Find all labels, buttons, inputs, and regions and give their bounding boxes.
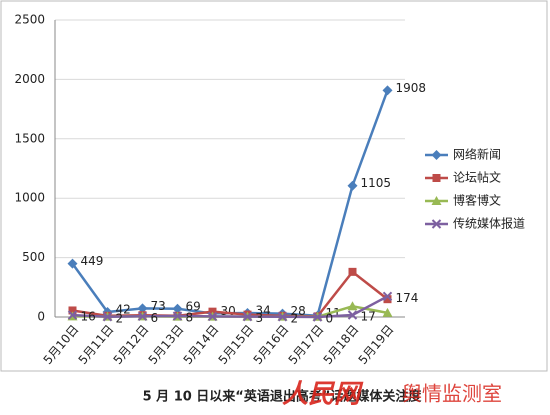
- watermark-logo: 人民网: [282, 380, 364, 410]
- data-label: 16: [81, 310, 96, 324]
- marker: [102, 312, 113, 322]
- data-label: 0: [326, 312, 334, 326]
- legend-label: 传统媒体报道: [453, 216, 525, 231]
- data-label: 3: [256, 311, 264, 325]
- data-label: 449: [81, 254, 104, 268]
- data-label: 1908: [396, 81, 427, 95]
- legend-label: 论坛帖文: [453, 170, 501, 185]
- x-tick-label: 5月16日: [251, 322, 292, 367]
- legend-label: 网络新闻: [453, 147, 501, 162]
- y-tick-label: 1500: [14, 131, 45, 145]
- x-tick-label: 5月13日: [146, 322, 187, 367]
- caption: 5 月 10 日以来“英语退出高考”话题媒体关注度: [143, 389, 423, 405]
- data-label: 8: [186, 311, 194, 325]
- data-label: 174: [396, 291, 419, 305]
- marker: [347, 301, 358, 311]
- series-line: [71, 89, 389, 317]
- chart-frame: [0, 0, 548, 372]
- data-label: 28: [291, 304, 306, 318]
- marker: [347, 310, 358, 320]
- y-tick-label: 2000: [14, 72, 45, 86]
- x-tick-label: 5月18日: [321, 322, 362, 367]
- x-tick-label: 5月14日: [181, 322, 222, 367]
- x-tick-label: 5月10日: [41, 322, 82, 367]
- marker: [431, 196, 442, 205]
- data-label: 6: [151, 311, 159, 325]
- marker: [277, 312, 288, 322]
- marker: [382, 291, 393, 302]
- y-tick-label: 1000: [14, 191, 45, 205]
- y-tick-label: 0: [37, 310, 45, 324]
- marker: [431, 219, 442, 229]
- legend-label: 博客博文: [453, 193, 501, 208]
- marker: [137, 303, 148, 314]
- marker: [348, 267, 357, 276]
- marker: [431, 150, 442, 160]
- watermark-text: 舆情监测室: [402, 382, 502, 406]
- marker: [383, 295, 392, 304]
- marker: [432, 174, 441, 182]
- marker: [207, 311, 218, 322]
- marker: [68, 306, 77, 315]
- marker: [67, 258, 78, 269]
- y-tick-label: 2500: [14, 13, 45, 27]
- x-tick-label: 5月12日: [111, 322, 152, 367]
- marker: [382, 85, 393, 96]
- data-label: 2: [291, 311, 299, 325]
- data-label: 2: [116, 311, 124, 325]
- marker: [382, 307, 393, 317]
- marker: [242, 311, 253, 322]
- data-label: 69: [186, 299, 201, 313]
- marker: [67, 310, 78, 320]
- y-tick-label: 500: [22, 250, 45, 264]
- x-tick-label: 5月19日: [356, 322, 397, 367]
- x-tick-label: 5月11日: [76, 322, 117, 367]
- data-label: 1105: [361, 176, 392, 190]
- marker: [347, 180, 358, 191]
- marker: [312, 312, 323, 322]
- data-label: 17: [361, 309, 376, 323]
- marker: [137, 311, 148, 321]
- series-line: [72, 295, 389, 319]
- data-label: 73: [151, 299, 166, 313]
- x-tick-label: 5月15日: [216, 322, 257, 367]
- marker: [172, 303, 183, 314]
- data-label: 42: [116, 303, 131, 317]
- marker: [172, 311, 183, 321]
- x-tick-label: 5月17日: [286, 322, 327, 367]
